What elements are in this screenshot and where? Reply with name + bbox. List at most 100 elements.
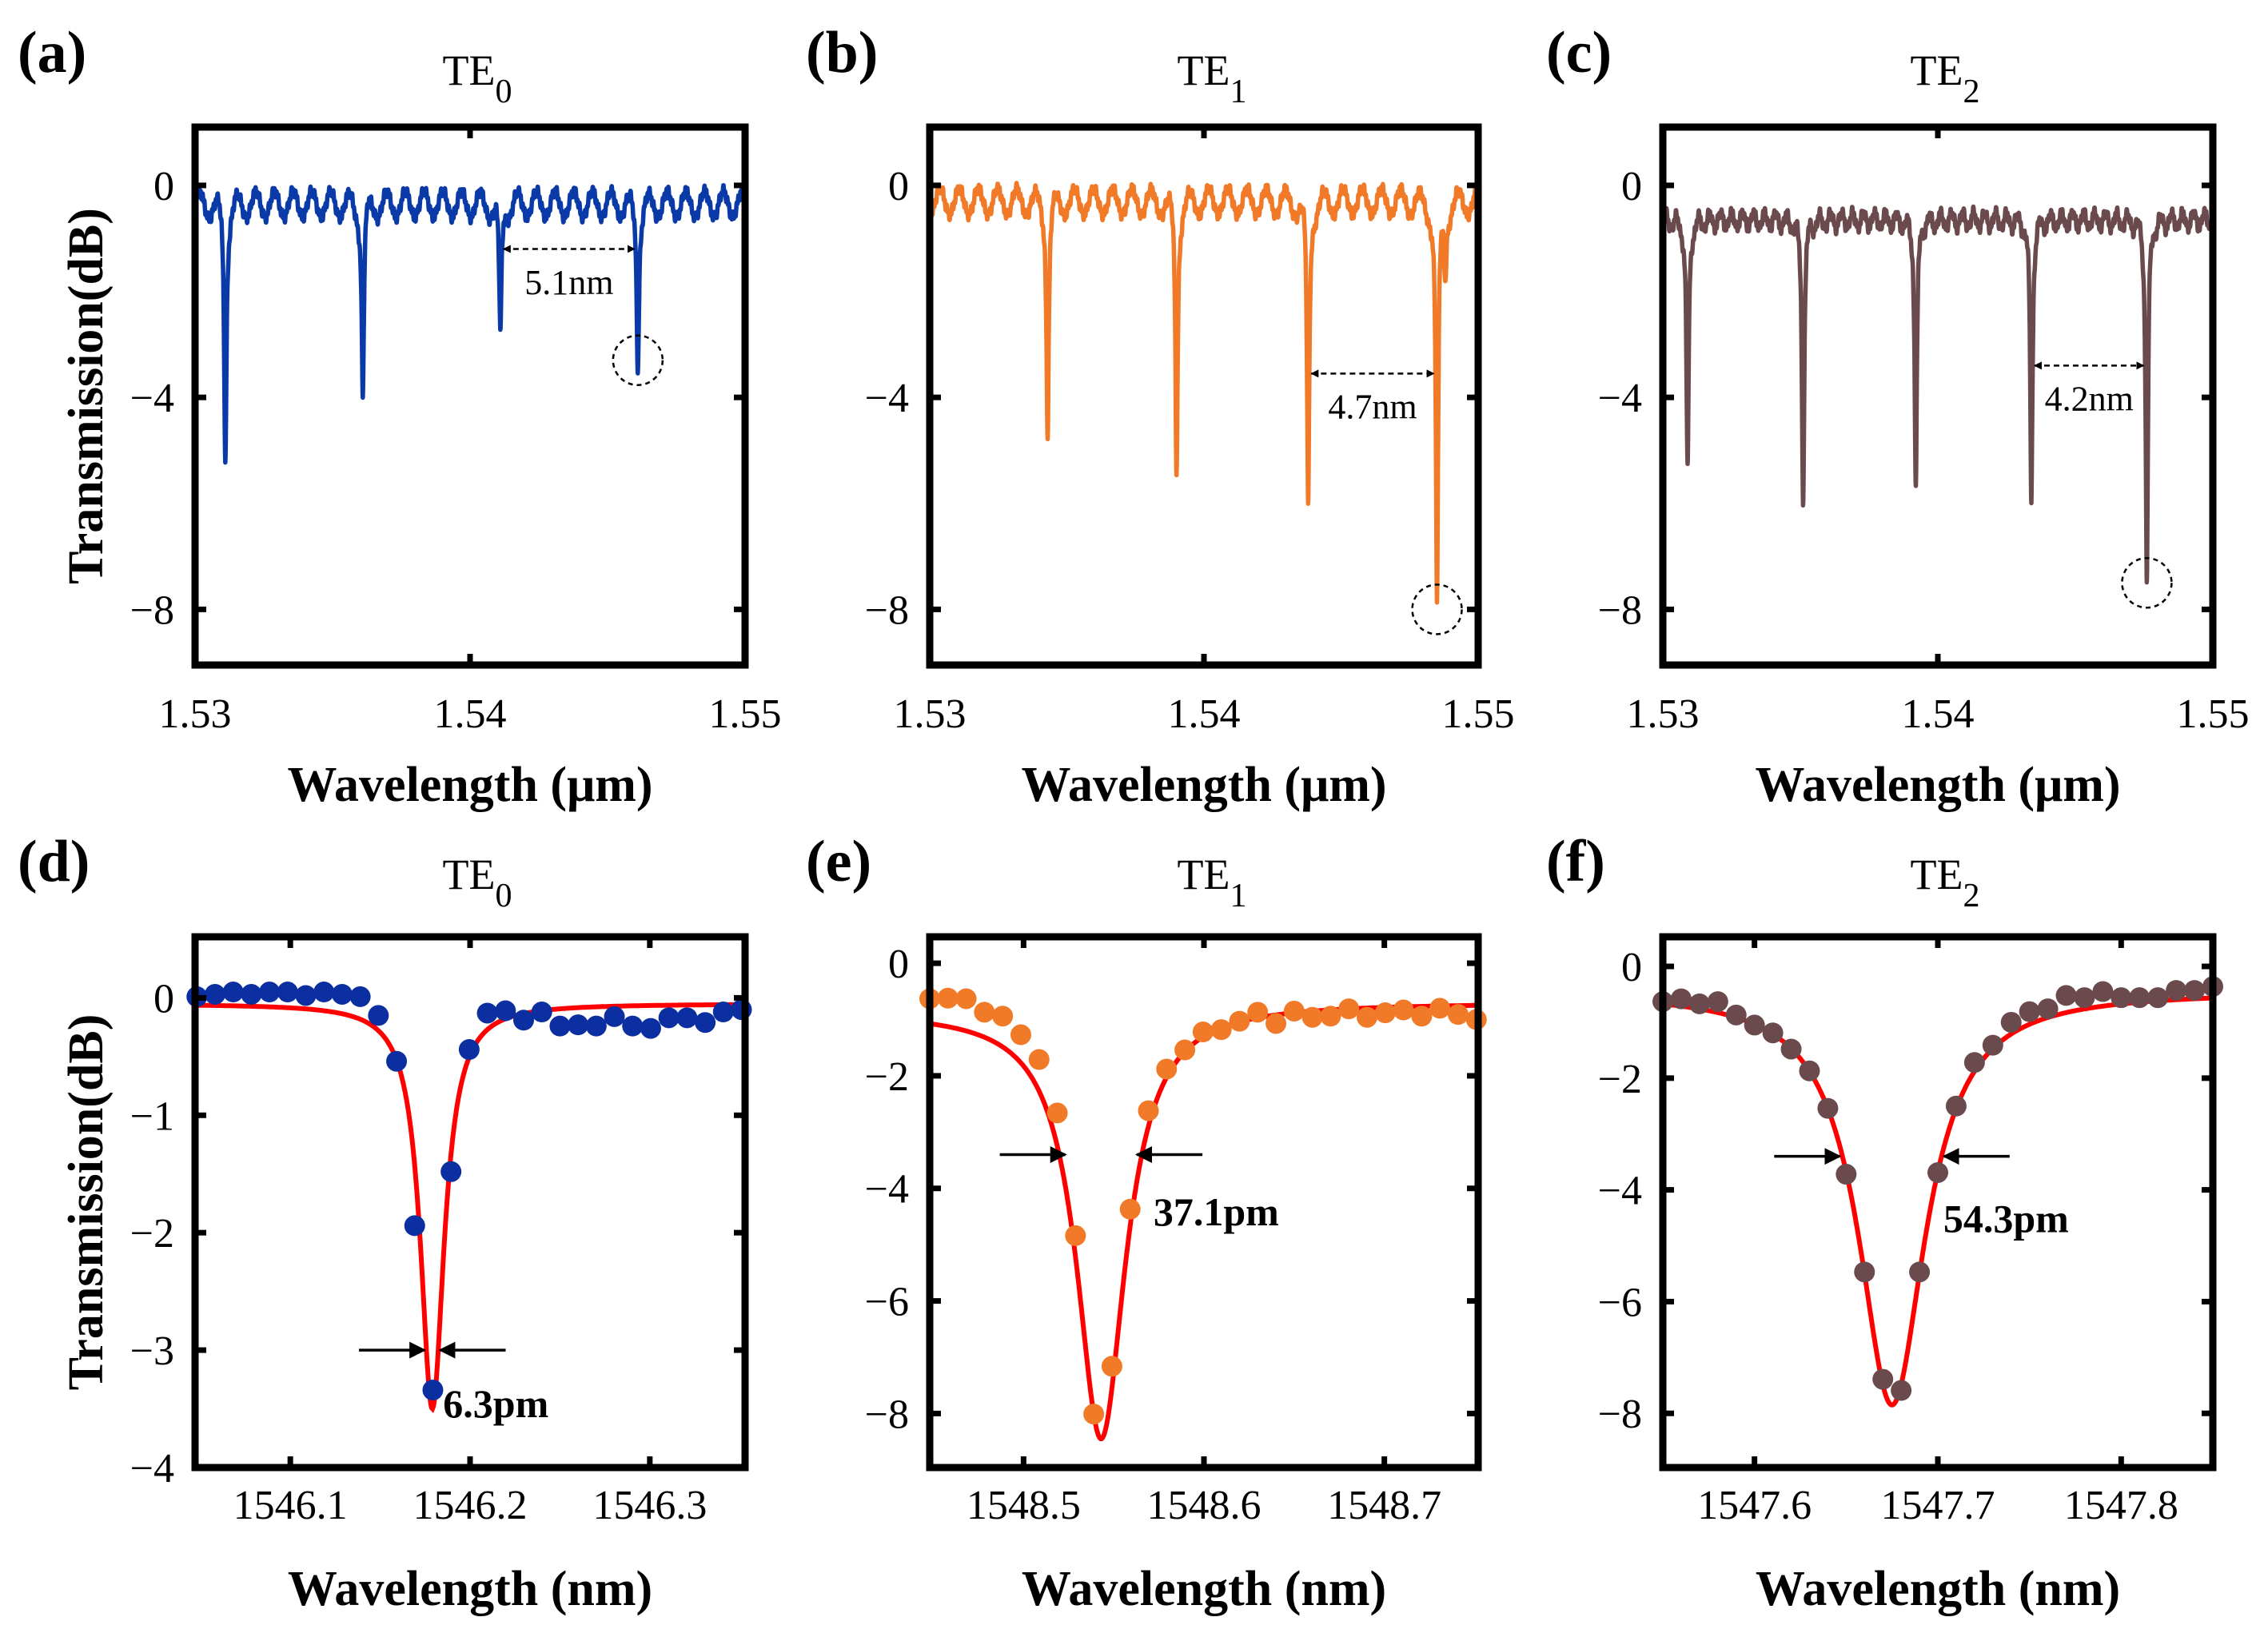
data-point bbox=[974, 1002, 995, 1023]
data-point bbox=[495, 1000, 516, 1022]
data-point bbox=[313, 982, 335, 1003]
y-tick-label: −6 bbox=[865, 1280, 909, 1325]
data-point bbox=[2037, 998, 2059, 1020]
x-tick-label: 1547.6 bbox=[1697, 1483, 1812, 1528]
y-tick-label: 0 bbox=[153, 976, 174, 1022]
x-axis-label: Wavelength (nm) bbox=[288, 1562, 652, 1616]
plot-area bbox=[195, 182, 745, 465]
data-point bbox=[277, 982, 298, 1003]
data-point bbox=[585, 1015, 607, 1037]
plot-area bbox=[1663, 995, 2213, 1408]
data-point bbox=[458, 1039, 480, 1061]
title-subscript: 0 bbox=[495, 878, 512, 914]
x-tick-label: 1548.7 bbox=[1327, 1483, 1441, 1528]
panel-label: (d) bbox=[18, 829, 90, 894]
title-text: TE bbox=[1178, 46, 1230, 94]
data-point bbox=[695, 1012, 716, 1034]
x-tick-label: 1.55 bbox=[2177, 691, 2250, 737]
x-axis-label: Wavelength (nm) bbox=[1756, 1562, 2120, 1616]
panel-label: (e) bbox=[806, 829, 871, 894]
data-point bbox=[1174, 1039, 1196, 1061]
x-tick-label: 1546.1 bbox=[233, 1483, 348, 1528]
data-point bbox=[513, 1010, 535, 1031]
x-axis-label: Wavelength (μm) bbox=[287, 758, 652, 812]
data-point bbox=[531, 1002, 552, 1023]
data-point bbox=[1028, 1049, 1050, 1070]
data-point bbox=[2000, 1011, 2022, 1033]
data-point bbox=[386, 1050, 408, 1072]
plot-area bbox=[195, 1002, 745, 1414]
x-tick-label: 1.55 bbox=[1442, 691, 1515, 737]
title-text: TE bbox=[1178, 850, 1230, 898]
y-tick-label: −6 bbox=[1598, 1280, 1642, 1325]
data-point bbox=[1762, 1022, 1784, 1044]
data-point bbox=[1780, 1038, 1802, 1060]
data-point bbox=[2166, 980, 2187, 1002]
data-point bbox=[1963, 1052, 1985, 1073]
panel-title: TE2 bbox=[1911, 46, 1980, 110]
fsr-label: 4.2nm bbox=[2045, 380, 2134, 419]
x-tick-label: 1.54 bbox=[434, 691, 507, 737]
data-point bbox=[549, 1015, 571, 1037]
data-point bbox=[1393, 999, 1414, 1021]
panel-label: (f) bbox=[1546, 829, 1605, 894]
y-axis-label: Transmission(dB) bbox=[59, 1014, 114, 1391]
data-point bbox=[1799, 1060, 1820, 1081]
data-point bbox=[2147, 987, 2169, 1009]
x-tick-label: 1547.8 bbox=[2064, 1483, 2178, 1528]
title-subscript: 2 bbox=[1963, 878, 1979, 914]
y-tick-label: −4 bbox=[865, 1167, 909, 1213]
panel-c: (c) TE2 4.2nm 1.53 1.54 1.55 0 −4 −8 Wavelength (… bbox=[1546, 20, 2250, 812]
data-point bbox=[422, 1380, 444, 1401]
data-point bbox=[349, 986, 371, 1007]
data-point bbox=[1945, 1095, 1967, 1117]
data-point bbox=[1356, 1006, 1377, 1028]
data-point bbox=[676, 1007, 698, 1029]
data-point bbox=[204, 983, 225, 1005]
data-point bbox=[2111, 987, 2132, 1009]
spectrum-line bbox=[195, 182, 745, 465]
data-point bbox=[1927, 1161, 1948, 1183]
data-point bbox=[1192, 1021, 1214, 1042]
data-point bbox=[2019, 1001, 2040, 1022]
y-tick-label: −8 bbox=[865, 1392, 909, 1437]
title-text: TE bbox=[1911, 46, 1963, 94]
spectrum-line bbox=[930, 181, 1478, 605]
x-tick-label: 1.54 bbox=[1902, 691, 1975, 737]
data-point bbox=[1817, 1097, 1839, 1119]
x-tick-label: 1.55 bbox=[709, 691, 782, 737]
data-point bbox=[1411, 1006, 1433, 1027]
plot-area bbox=[930, 181, 1478, 605]
y-tick-label: −8 bbox=[130, 587, 174, 633]
data-point bbox=[622, 1015, 644, 1037]
panel-e: (e) TE1 37.1pm 1548.5 1548.6 1548.7 0 −2 −4 −6 −8 W… bbox=[806, 829, 1487, 1616]
data-point bbox=[1429, 998, 1451, 1019]
data-point bbox=[241, 983, 262, 1005]
x-tick-label: 1.54 bbox=[1168, 691, 1241, 737]
data-point bbox=[259, 982, 281, 1003]
data-point bbox=[476, 1002, 498, 1024]
spectrum-line bbox=[1663, 204, 2213, 585]
y-tick-label: 0 bbox=[888, 942, 909, 987]
title-text: TE bbox=[443, 46, 496, 94]
data-point bbox=[1046, 1102, 1068, 1124]
y-tick-label: −8 bbox=[865, 587, 909, 633]
y-tick-label: −8 bbox=[1598, 587, 1642, 633]
y-tick-label: −8 bbox=[1598, 1392, 1642, 1437]
data-point bbox=[1688, 993, 1710, 1014]
y-tick-label: −4 bbox=[865, 376, 909, 421]
data-point bbox=[1982, 1034, 2003, 1056]
fsr-label: 4.7nm bbox=[1328, 388, 1417, 427]
data-point bbox=[1101, 1356, 1122, 1377]
data-point bbox=[955, 988, 977, 1010]
resonance-circle-marker bbox=[612, 334, 664, 386]
fsr-label: 5.1nm bbox=[524, 263, 613, 302]
data-point bbox=[1447, 1004, 1469, 1026]
data-point bbox=[1891, 1380, 1912, 1401]
data-point bbox=[1010, 1024, 1031, 1046]
fwhm-label: 54.3pm bbox=[1943, 1197, 2069, 1241]
x-tick-label: 1546.3 bbox=[592, 1483, 707, 1528]
y-tick-label: −1 bbox=[130, 1093, 174, 1139]
